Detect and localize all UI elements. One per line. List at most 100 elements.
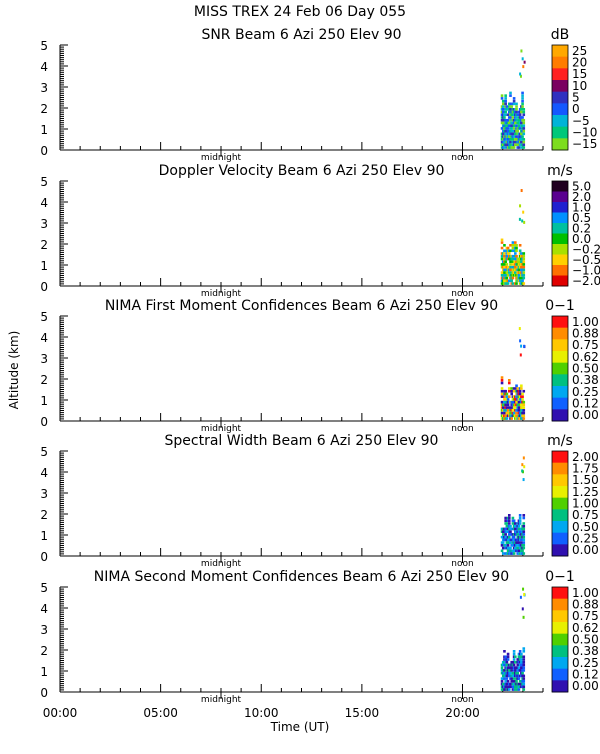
figure-title: MISS TREX 24 Feb 06 Day 055 xyxy=(194,4,406,20)
midnight-marker-label: midnight xyxy=(201,289,242,299)
data-cell xyxy=(505,682,509,686)
data-cell xyxy=(520,538,523,542)
data-cell xyxy=(517,677,521,680)
data-cell xyxy=(520,189,523,193)
data-cell xyxy=(522,411,526,415)
data-cell xyxy=(511,116,515,119)
noon-marker-label: noon xyxy=(451,559,473,569)
colorbar-label: 0.38 xyxy=(572,644,599,658)
data-cell xyxy=(520,146,523,149)
data-cell xyxy=(521,607,524,611)
data-cell xyxy=(504,533,507,536)
data-cell xyxy=(506,680,510,683)
colorbar-label: 0.2 xyxy=(572,221,591,235)
data-cell xyxy=(512,140,516,144)
data-cell xyxy=(506,127,510,130)
data-cell xyxy=(521,398,524,401)
data-cell xyxy=(518,327,521,331)
x-tick-label: 15:00 xyxy=(345,706,380,720)
data-cell xyxy=(522,389,526,393)
data-cell xyxy=(522,65,525,69)
data-cell xyxy=(507,514,511,517)
data-cell xyxy=(521,102,524,106)
data-cell xyxy=(507,685,511,689)
panel-3: NIMA First Moment Confidences Beam 6 Azi… xyxy=(40,298,598,434)
data-cell xyxy=(520,108,523,111)
panel-1: SNR Beam 6 Azi 250 Elev 90 dB 0 1 2 3 4 5 midnig… xyxy=(40,27,597,163)
data-cell xyxy=(522,680,526,683)
data-cell xyxy=(522,146,526,149)
data-cell xyxy=(518,127,522,130)
data-cell xyxy=(522,533,526,536)
data-cell xyxy=(522,268,526,272)
data-cell xyxy=(521,91,524,95)
y-axis-label: Altitude (km) xyxy=(7,331,21,410)
colorbar-label: −2.0 xyxy=(572,274,600,288)
data-cell xyxy=(522,414,526,418)
data-cell xyxy=(509,140,512,144)
data-cell xyxy=(522,403,526,407)
colorbar-swatch xyxy=(552,587,568,600)
data-cell xyxy=(507,379,511,382)
colorbar-swatch xyxy=(552,181,568,192)
data-cell xyxy=(512,146,516,149)
colorbar-label: 0.62 xyxy=(572,621,599,635)
data-cell xyxy=(500,238,504,242)
data-cell xyxy=(522,129,526,133)
data-cell xyxy=(512,658,516,661)
data-cell xyxy=(518,514,522,517)
colorbar-swatch xyxy=(552,327,568,340)
data-cell xyxy=(504,527,507,531)
data-cell xyxy=(505,271,509,274)
colorbar-label: 0.50 xyxy=(572,520,599,534)
data-cell xyxy=(509,91,512,95)
data-cell xyxy=(503,669,506,672)
data-cell xyxy=(519,74,522,78)
data-cell xyxy=(509,108,512,111)
y-tick-label: 5 xyxy=(40,581,48,595)
data-cell xyxy=(518,217,521,221)
data-cell xyxy=(522,524,526,528)
data-cell xyxy=(520,265,523,269)
data-cell xyxy=(504,124,507,127)
data-cell xyxy=(500,680,504,683)
data-cell xyxy=(519,204,522,208)
data-cell xyxy=(512,127,516,130)
data-cell xyxy=(515,249,518,253)
data-cell xyxy=(523,60,526,64)
data-cell xyxy=(517,688,521,691)
data-cell xyxy=(509,116,512,119)
data-cell xyxy=(522,113,526,117)
colorbar-swatch xyxy=(552,462,568,475)
data-cell xyxy=(518,249,522,253)
data-cell xyxy=(514,265,517,269)
data-cell xyxy=(514,132,517,136)
data-cell xyxy=(514,527,517,531)
data-cell xyxy=(507,387,511,390)
data-cell xyxy=(514,660,517,664)
data-cell xyxy=(512,124,516,127)
data-cell xyxy=(509,249,512,253)
colorbar-label: 0.00 xyxy=(572,408,599,422)
data-cell xyxy=(500,411,504,415)
data-cell xyxy=(521,99,524,103)
colorbar-label: 1.75 xyxy=(572,462,599,476)
colorbar-label: 0.25 xyxy=(572,532,599,546)
data-cell xyxy=(507,389,511,393)
colorbar-swatch xyxy=(552,497,568,510)
x-axis-label: Time (UT) xyxy=(270,720,330,734)
data-cell xyxy=(503,146,506,149)
data-cell xyxy=(511,276,515,280)
colorbar-units: m/s xyxy=(547,163,573,179)
data-cell xyxy=(512,519,516,523)
data-cell xyxy=(514,522,517,525)
data-cell xyxy=(504,516,507,520)
panels: SNR Beam 6 Azi 250 Elev 90 dB 0 1 2 3 4 5 midnig… xyxy=(40,27,600,720)
data-cell xyxy=(509,411,512,415)
data-cell xyxy=(522,522,526,525)
colorbar-swatch xyxy=(552,474,568,487)
data-cell xyxy=(517,541,521,544)
data-cell xyxy=(512,650,516,653)
y-tick-label: 5 xyxy=(40,175,48,189)
colorbar-swatch xyxy=(552,202,568,213)
